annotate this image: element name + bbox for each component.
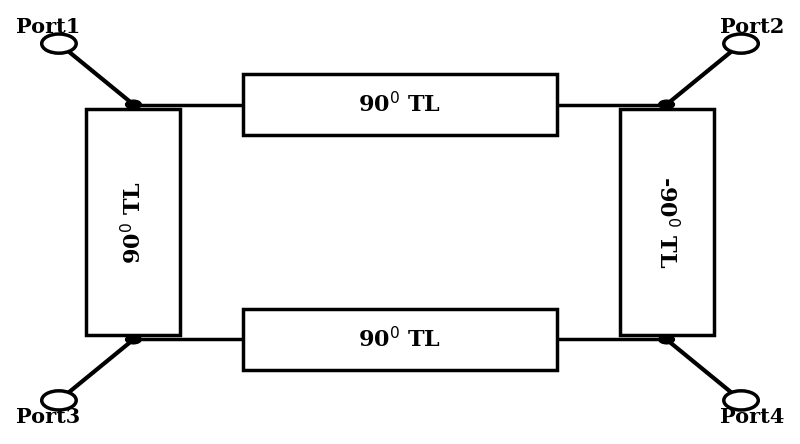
Circle shape [724,34,758,53]
Text: Port4: Port4 [720,407,784,427]
Circle shape [658,100,674,109]
Text: Port2: Port2 [720,17,784,37]
Text: Port3: Port3 [16,407,80,427]
Bar [86,109,181,335]
Circle shape [126,100,142,109]
Circle shape [42,391,76,410]
Bar [243,309,557,370]
Text: 90$^0$ TL: 90$^0$ TL [358,327,442,352]
Text: 90$^0$ TL: 90$^0$ TL [121,180,146,264]
Bar [243,74,557,135]
Bar [619,109,714,335]
Text: -90$^0$ TL: -90$^0$ TL [654,176,679,268]
Circle shape [724,391,758,410]
Circle shape [42,34,76,53]
Circle shape [658,335,674,344]
Circle shape [126,335,142,344]
Text: 90$^0$ TL: 90$^0$ TL [358,92,442,117]
Text: Port1: Port1 [16,17,80,37]
